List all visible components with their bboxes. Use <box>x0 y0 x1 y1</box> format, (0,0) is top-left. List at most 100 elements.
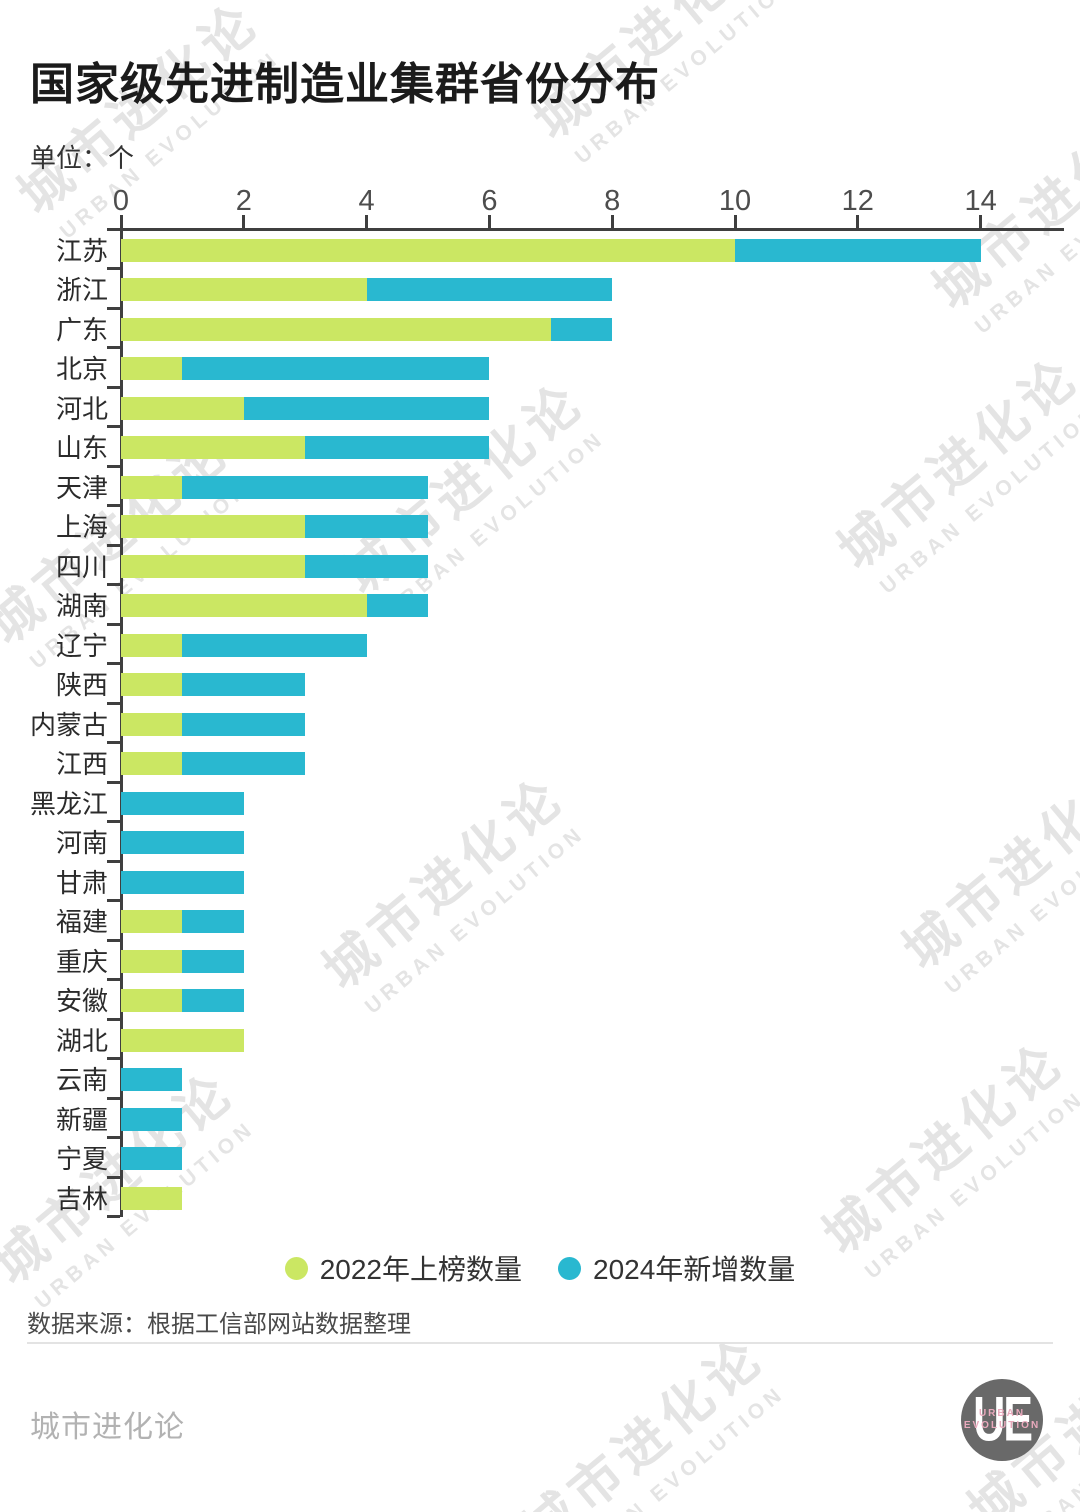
bar-segment-2024 <box>550 317 613 341</box>
bar-segment-2022 <box>121 396 244 420</box>
chart-row: 北京 <box>0 349 1080 389</box>
x-axis-line <box>120 228 1064 231</box>
stacked-bar <box>121 1147 183 1171</box>
x-axis-tick-label: 12 <box>841 185 874 217</box>
stacked-bar <box>121 1186 183 1210</box>
source-note: 数据来源：根据工信部网站数据整理 <box>27 1311 411 1338</box>
x-axis-tick-label: 0 <box>112 185 130 217</box>
y-axis-tick-mark <box>107 820 120 824</box>
stacked-bar <box>121 1107 183 1131</box>
stacked-bar <box>121 791 244 815</box>
chart-row: 江西 <box>0 744 1080 784</box>
bar-segment-2024 <box>121 831 244 855</box>
stacked-bar <box>121 633 367 657</box>
x-axis-tick-mark <box>856 215 860 228</box>
stacked-bar <box>121 396 490 420</box>
legend-item: 2022年上榜数量 <box>284 1248 522 1288</box>
category-label: 宁夏 <box>55 1144 108 1175</box>
category-label: 天津 <box>55 472 108 503</box>
bar-segment-2022 <box>121 515 306 539</box>
chart-row: 湖北 <box>0 1021 1080 1061</box>
category-label: 四川 <box>55 551 108 582</box>
chart-row: 黑龙江 <box>0 784 1080 824</box>
y-axis-tick-mark <box>107 1175 120 1179</box>
bar-segment-2024 <box>182 633 367 657</box>
y-axis-tick-mark <box>107 1017 120 1021</box>
category-label: 新疆 <box>55 1104 108 1135</box>
x-axis-tick-mark <box>242 215 246 228</box>
category-label: 安徽 <box>55 986 108 1017</box>
bar-segment-2024 <box>182 475 428 499</box>
x-axis-tick-mark <box>733 215 737 228</box>
x-axis-tick-mark <box>610 215 614 228</box>
y-axis-tick-mark <box>107 346 120 350</box>
category-label: 浙江 <box>55 275 108 306</box>
bar-segment-2024 <box>182 910 244 934</box>
chart-row: 四川 <box>0 547 1080 587</box>
chart-row: 广东 <box>0 310 1080 350</box>
bar-segment-2024 <box>182 357 490 381</box>
legend-item: 2024年新增数量 <box>558 1248 795 1288</box>
brand-text: 城市进化论 <box>30 1411 185 1444</box>
y-axis-tick-mark <box>107 267 120 271</box>
category-label: 黑龙江 <box>29 788 108 819</box>
stacked-bar <box>121 475 428 499</box>
bar-segment-2022 <box>121 949 183 973</box>
stacked-bar <box>121 515 428 539</box>
stacked-bar <box>121 278 613 302</box>
x-axis-tick-label: 4 <box>358 185 375 217</box>
stacked-bar <box>121 436 490 460</box>
y-axis-tick-mark <box>107 780 120 784</box>
bar-segment-2024 <box>121 870 244 894</box>
y-axis-tick-mark <box>107 741 120 745</box>
bar-segment-2024 <box>121 1107 183 1131</box>
stacked-bar <box>121 357 490 381</box>
legend-dot-icon <box>558 1256 581 1280</box>
bar-segment-2022 <box>121 239 735 262</box>
chart-row: 云南 <box>0 1060 1080 1100</box>
y-axis-tick-mark <box>107 385 120 389</box>
stacked-bar <box>121 239 981 262</box>
bar-segment-2024 <box>735 239 981 262</box>
bar-segment-2024 <box>121 1068 183 1092</box>
x-axis-tick-mark <box>979 215 983 228</box>
category-label: 陕西 <box>55 670 108 701</box>
x-axis-tick-label: 14 <box>964 185 997 217</box>
footer-divider <box>27 1342 1053 1344</box>
stacked-bar <box>121 989 244 1013</box>
y-axis-tick-mark <box>107 1057 120 1061</box>
bar-segment-2022 <box>121 633 183 657</box>
chart-row: 重庆 <box>0 942 1080 982</box>
bar-segment-2022 <box>121 1186 183 1210</box>
stacked-bar <box>121 910 244 934</box>
bar-segment-2022 <box>121 317 551 341</box>
chart-row: 天津 <box>0 468 1080 508</box>
y-axis-tick-mark <box>107 228 120 231</box>
chart-row: 陕西 <box>0 665 1080 705</box>
stacked-bar <box>121 317 613 341</box>
bar-segment-2022 <box>121 1028 244 1052</box>
stacked-bar <box>121 831 244 855</box>
y-axis-tick-mark <box>107 622 120 626</box>
stacked-bar <box>121 712 306 736</box>
stacked-bar <box>121 673 306 697</box>
category-label: 内蒙古 <box>29 709 108 740</box>
chart-row: 河南 <box>0 823 1080 863</box>
bar-segment-2024 <box>243 396 490 420</box>
chart-row: 浙江 <box>0 270 1080 310</box>
category-label: 云南 <box>55 1065 108 1096</box>
category-label: 广东 <box>55 314 108 345</box>
bar-segment-2022 <box>121 278 367 302</box>
x-axis-tick-label: 8 <box>604 185 621 217</box>
logo-subtext: URBAN EVOLUTION <box>963 1408 1041 1431</box>
chart-row: 宁夏 <box>0 1139 1080 1179</box>
category-label: 湖南 <box>55 591 108 622</box>
bar-segment-2024 <box>305 436 490 460</box>
category-label: 重庆 <box>55 946 108 977</box>
bar-segment-2024 <box>182 949 244 973</box>
category-label: 河北 <box>55 393 108 424</box>
chart-row: 江苏 <box>0 231 1080 271</box>
bar-segment-2022 <box>121 554 306 578</box>
category-label: 湖北 <box>55 1025 108 1056</box>
